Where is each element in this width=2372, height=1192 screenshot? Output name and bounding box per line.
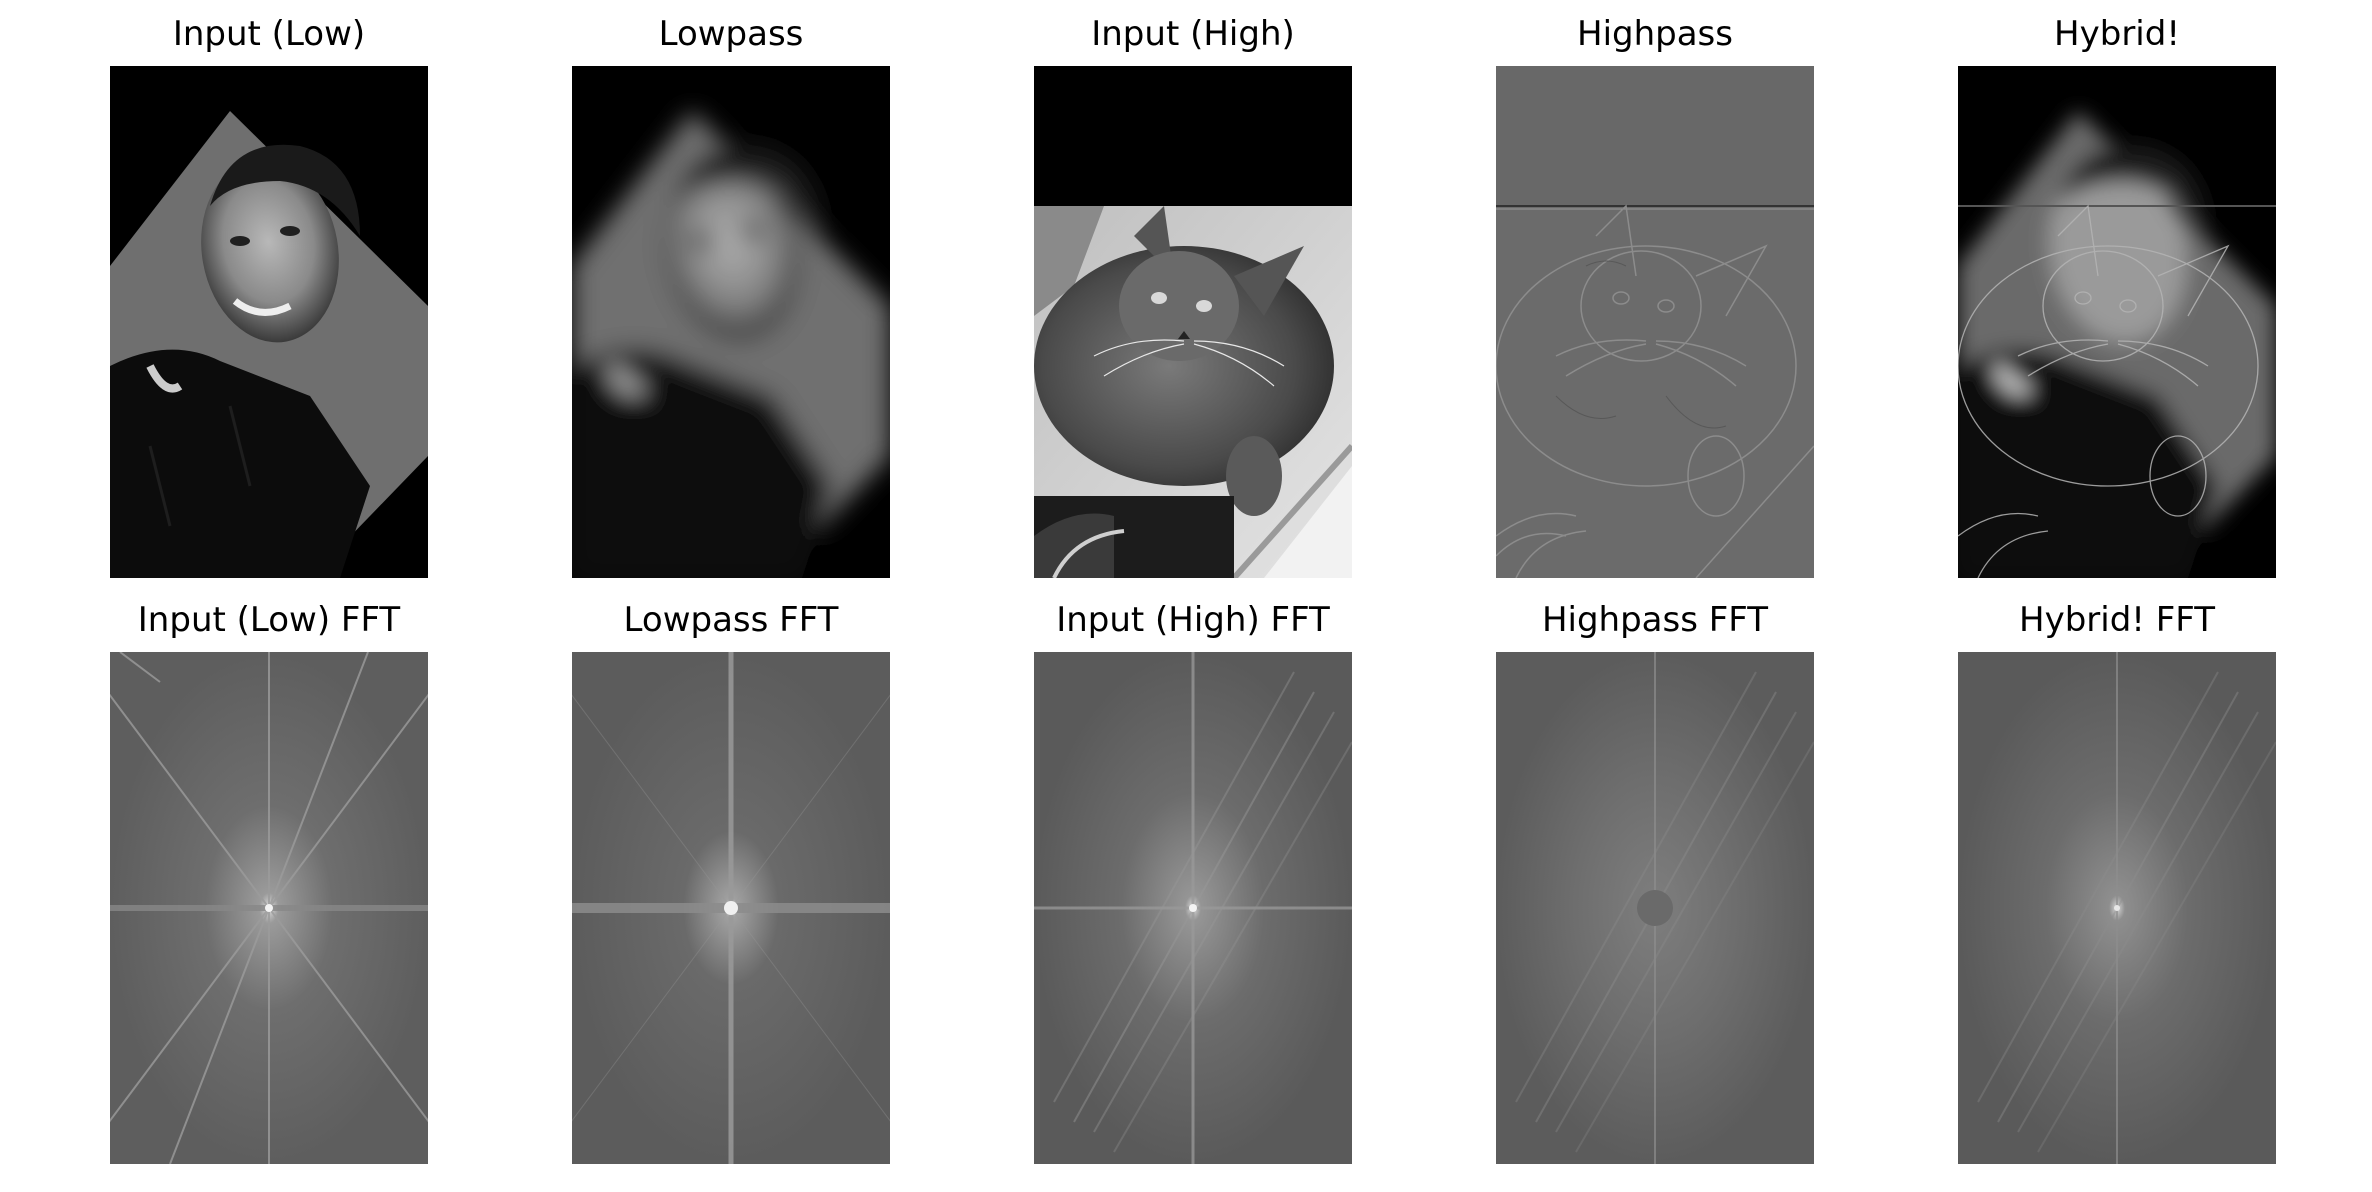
panel-title: Highpass FFT [1541,600,1769,640]
panel-title: Lowpass [658,14,804,54]
panel-title: Input (High) [1091,14,1295,54]
panel-title: Highpass [1577,14,1733,54]
panel-title: Input (High) FFT [1056,600,1330,640]
panel-title: Hybrid! [2054,14,2180,54]
image-input-high [1034,66,1352,578]
image-input-low [110,66,428,578]
image-lowpass [572,66,890,578]
image-fft-lowpass [572,652,890,1164]
image-fft-highpass [1496,652,1814,1164]
panel-title: Lowpass FFT [623,600,839,640]
image-fft-input-low [110,652,428,1164]
image-highpass [1496,66,1814,578]
panel-title: Hybrid! FFT [2019,600,2215,640]
panel-title: Input (Low) FFT [137,600,401,640]
image-fft-hybrid [1958,652,2276,1164]
image-fft-input-high [1034,652,1352,1164]
image-hybrid [1958,66,2276,578]
panel-title: Input (Low) [172,14,366,54]
